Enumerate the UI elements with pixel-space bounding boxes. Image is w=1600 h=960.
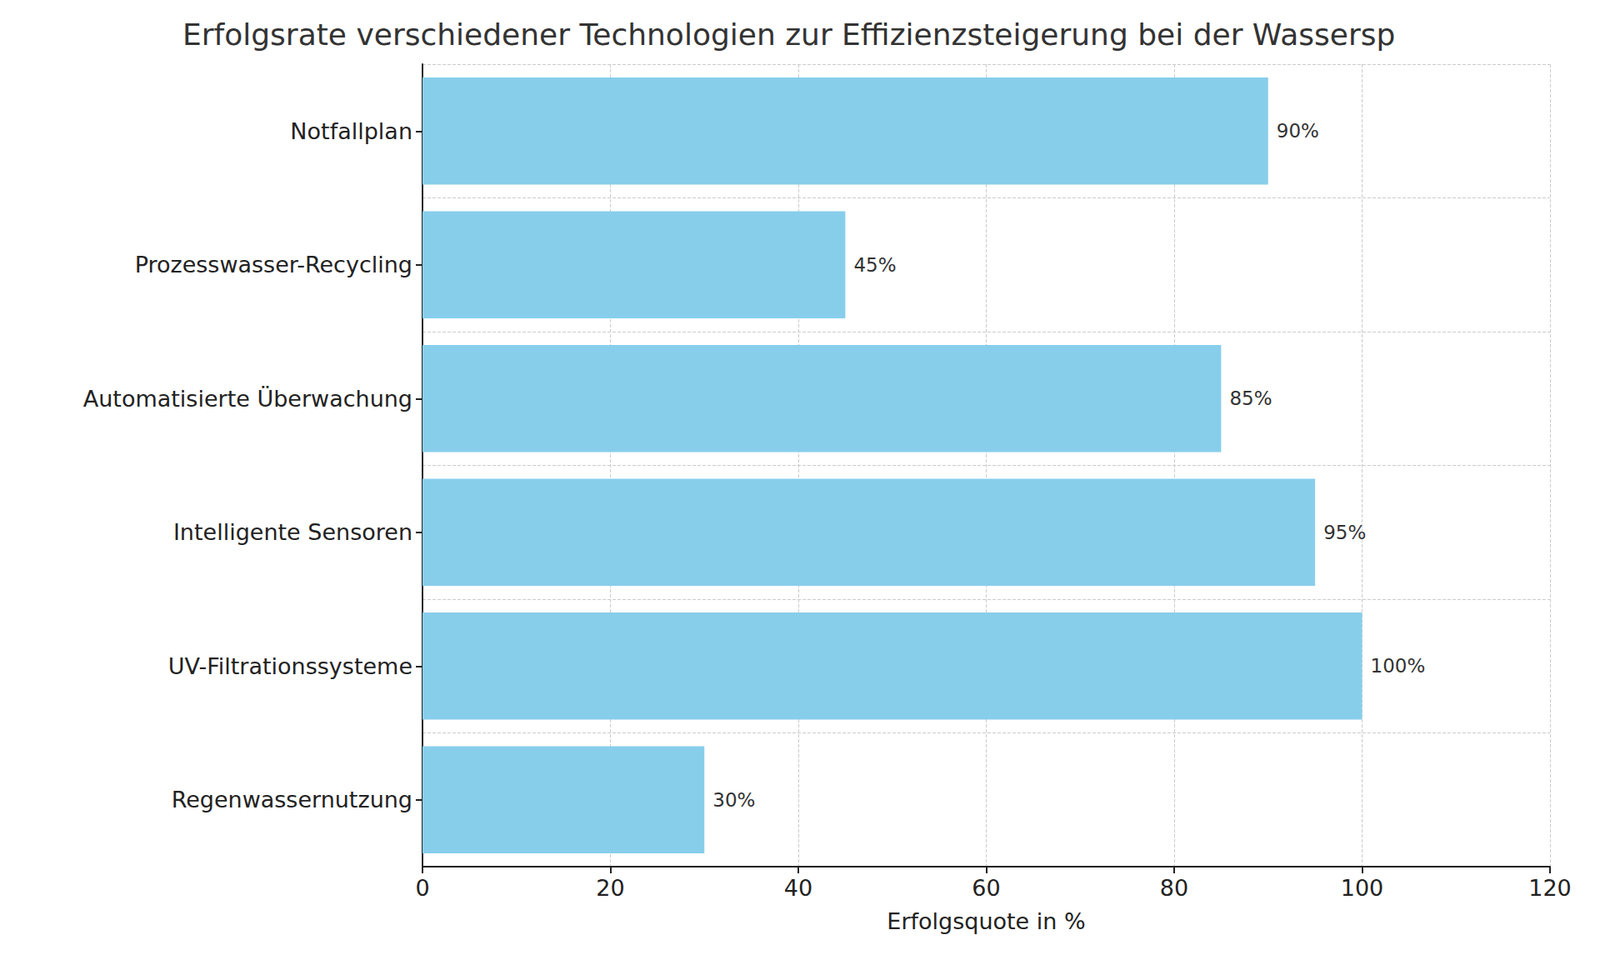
- svg-text:45%: 45%: [853, 254, 896, 276]
- svg-text:Notfallplan: Notfallplan: [290, 118, 413, 145]
- svg-text:100: 100: [1340, 875, 1385, 901]
- svg-text:90%: 90%: [1276, 120, 1320, 142]
- svg-text:30%: 30%: [712, 789, 755, 811]
- svg-text:Regenwassernutzung: Regenwassernutzung: [171, 786, 413, 813]
- svg-text:Automatisierte Überwachung: Automatisierte Überwachung: [83, 385, 413, 412]
- svg-text:Prozesswasser-Recycling: Prozesswasser-Recycling: [135, 251, 413, 278]
- svg-text:Erfolgsquote in %: Erfolgsquote in %: [886, 908, 1085, 935]
- svg-text:Erfolgsrate verschiedener Tech: Erfolgsrate verschiedener Technologien z…: [182, 17, 1395, 52]
- svg-text:20: 20: [595, 875, 625, 901]
- svg-text:120: 120: [1528, 875, 1572, 901]
- svg-text:85%: 85%: [1229, 387, 1272, 410]
- svg-text:0: 0: [415, 875, 430, 901]
- svg-text:60: 60: [971, 875, 1000, 901]
- svg-text:95%: 95%: [1323, 521, 1366, 544]
- svg-text:40: 40: [784, 875, 813, 901]
- svg-text:100%: 100%: [1370, 655, 1426, 677]
- svg-text:80: 80: [1160, 875, 1189, 901]
- svg-text:UV-Filtrationssysteme: UV-Filtrationssysteme: [168, 653, 413, 680]
- svg-text:Intelligente Sensoren: Intelligente Sensoren: [173, 519, 413, 545]
